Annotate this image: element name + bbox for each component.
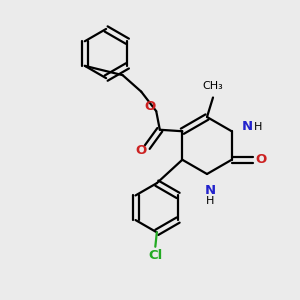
Text: Cl: Cl — [148, 249, 162, 262]
Text: H: H — [254, 122, 262, 132]
Text: O: O — [136, 144, 147, 157]
Text: H: H — [206, 196, 214, 206]
Text: CH₃: CH₃ — [202, 81, 224, 91]
Text: O: O — [144, 100, 155, 113]
Text: N: N — [204, 184, 216, 197]
Text: N: N — [241, 120, 252, 133]
Text: O: O — [255, 153, 266, 166]
